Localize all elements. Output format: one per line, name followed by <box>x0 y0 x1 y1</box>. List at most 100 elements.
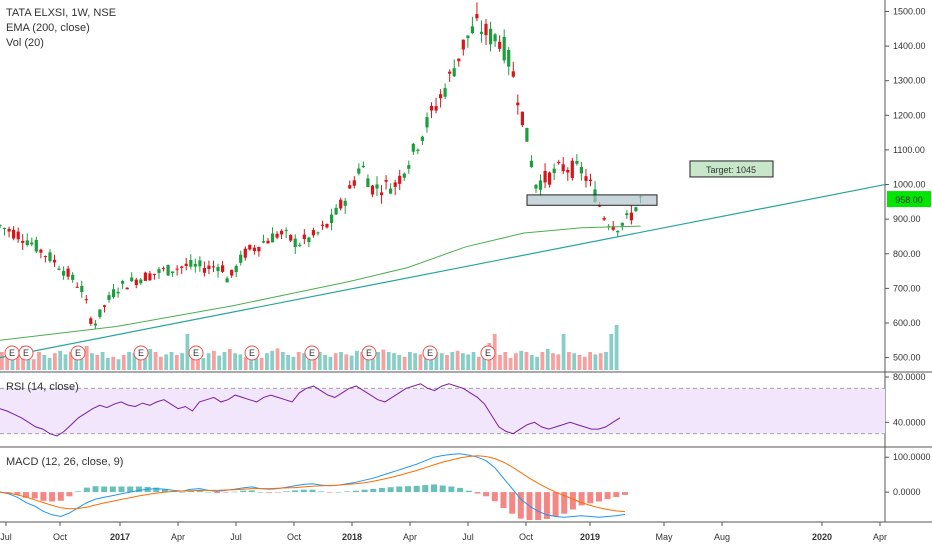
candle-body <box>175 268 179 270</box>
candle-body <box>289 234 293 241</box>
candle-body <box>320 224 325 226</box>
macd-histogram-bar <box>222 492 229 493</box>
candle-body <box>470 26 474 34</box>
volume-bar <box>355 350 359 370</box>
macd-histogram-bar <box>422 485 429 493</box>
candle-body <box>30 242 34 245</box>
earnings-marker <box>422 345 438 361</box>
candle-body <box>429 105 434 111</box>
candle-body <box>457 58 461 62</box>
candle-body <box>180 266 184 268</box>
candle-body <box>270 233 275 243</box>
volume-bar <box>137 355 142 370</box>
volume-bar <box>243 356 248 370</box>
earnings-marker <box>133 345 149 361</box>
volume-bar <box>63 354 68 370</box>
candle-body <box>370 185 375 195</box>
macd-histogram-bar <box>274 492 281 493</box>
macd-histogram-bar <box>188 490 194 493</box>
volume-bar <box>593 354 598 370</box>
time-tick-label: Oct <box>287 532 302 542</box>
volume-bar <box>402 356 407 370</box>
volume-bar <box>0 352 4 370</box>
volume-bar <box>5 355 10 370</box>
volume-bar <box>556 354 561 370</box>
candle-body <box>230 269 234 276</box>
earnings-marker <box>188 345 204 361</box>
volume-bar <box>190 352 195 370</box>
candle-body <box>525 127 529 142</box>
macd-histogram-bar <box>92 486 99 493</box>
candle-body <box>584 176 588 181</box>
last-price-label: 958.00 <box>895 195 923 205</box>
macd-histogram-bar <box>83 487 90 493</box>
candle-body <box>0 225 2 227</box>
macd-histogram-bar <box>292 490 299 493</box>
candle-body <box>316 232 320 234</box>
candle-body <box>57 268 61 270</box>
candle-body <box>466 35 470 39</box>
candle-body <box>548 172 552 185</box>
macd-histogram-bar <box>205 492 212 493</box>
macd-histogram-bar <box>31 492 38 499</box>
candle-body <box>134 279 138 286</box>
candle-body <box>425 117 429 128</box>
candle-body <box>552 168 556 174</box>
candle-body <box>325 224 329 228</box>
candle-body <box>207 265 211 269</box>
candle-body <box>479 31 484 34</box>
volume-bar <box>159 356 163 370</box>
ema-legend: EMA (200, close) <box>6 22 90 34</box>
time-tick-label: Jul <box>230 532 242 542</box>
volume-bar <box>519 350 524 370</box>
volume-bar <box>598 353 603 370</box>
candle-body <box>579 166 583 174</box>
volume-bar <box>42 355 47 370</box>
candle-body <box>625 213 629 216</box>
macd-tick-label: 0.0000 <box>893 487 921 497</box>
candle-body <box>334 207 338 215</box>
macd-histogram-bar <box>474 492 481 494</box>
candle-body <box>420 136 424 141</box>
signal-line <box>0 455 626 513</box>
macd-histogram-bar <box>387 487 394 493</box>
macd-histogram-bar <box>196 490 203 493</box>
volume-bar <box>174 355 179 370</box>
volume-bar <box>143 358 147 370</box>
volume-bar <box>111 356 116 370</box>
candle-body <box>475 14 479 19</box>
volume-bar <box>153 352 158 370</box>
candle-body <box>116 291 120 294</box>
macd-histogram-bar <box>552 492 559 517</box>
candle-body <box>307 237 311 243</box>
candle-body <box>498 41 502 49</box>
volume-bar <box>68 352 73 370</box>
volume-bar <box>508 358 513 370</box>
macd-histogram-bar <box>75 491 82 493</box>
trend-line <box>0 183 886 359</box>
candle-body <box>293 238 297 248</box>
candle-body <box>284 230 288 232</box>
candle-body <box>112 289 116 298</box>
macd-histogram-bar <box>543 492 550 519</box>
price-tick-label: 1300.00 <box>893 76 926 86</box>
candle-body <box>39 249 43 253</box>
volume-bar <box>476 356 481 370</box>
price-tick-label: 1500.00 <box>893 6 926 16</box>
candle-body <box>93 323 97 326</box>
volume-bar <box>286 355 290 370</box>
volume-bar <box>74 356 78 370</box>
macd-tick-label: 100.0000 <box>893 452 931 462</box>
candle-body <box>520 111 524 126</box>
macd-histogram-bar <box>127 486 134 493</box>
volume-bar <box>169 352 174 370</box>
candle-body <box>298 244 302 246</box>
candle-body <box>62 270 66 276</box>
candle-body <box>189 260 193 267</box>
candle-body <box>348 185 352 189</box>
candle-body <box>248 244 252 250</box>
candle-body <box>538 180 543 190</box>
time-tick-label: Jul <box>462 532 474 542</box>
candle-body <box>448 71 452 74</box>
